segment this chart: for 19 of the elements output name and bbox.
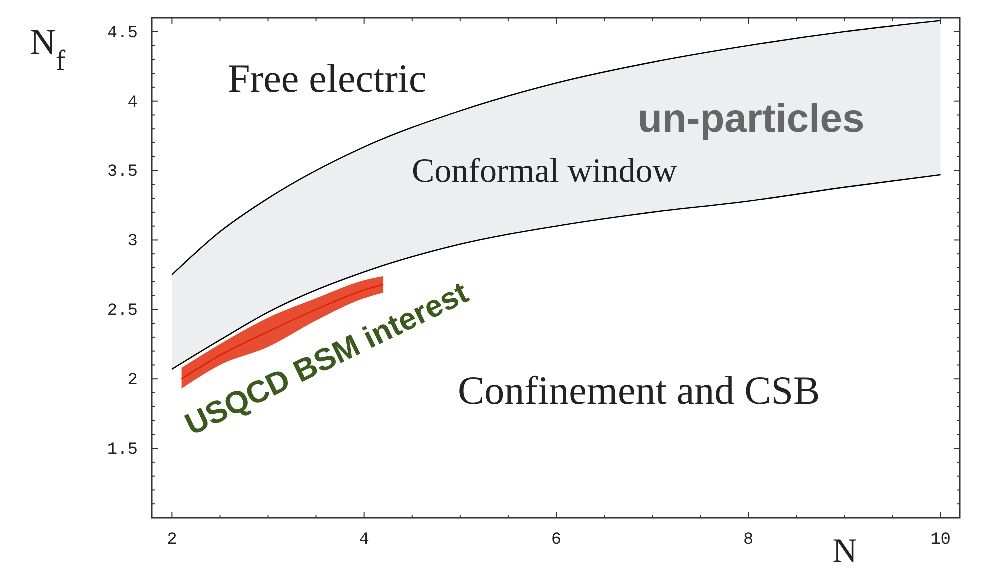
y-tick-label: 4.5 bbox=[107, 24, 138, 44]
y-axis-title: N$_{f}$ bbox=[30, 22, 66, 77]
line-series bbox=[172, 20, 942, 276]
y-tick-label: 3.5 bbox=[107, 163, 138, 182]
y-tick-label: 4 bbox=[128, 94, 138, 113]
x-tick-label: 10 bbox=[930, 531, 951, 550]
x-axis-title: N bbox=[832, 533, 858, 570]
x-tick-label: 2 bbox=[167, 531, 178, 550]
annotation: Conformal window bbox=[412, 153, 678, 190]
y-tick-label: 1.5 bbox=[107, 440, 138, 460]
x-tick-label: 4 bbox=[359, 531, 370, 550]
y-tick-label: 3 bbox=[128, 232, 138, 252]
y-tick-label: 2 bbox=[128, 372, 138, 391]
x-tick-label: 8 bbox=[744, 531, 754, 550]
annotation: Free electric bbox=[228, 56, 427, 101]
x-tick-label: 6 bbox=[551, 531, 562, 550]
y-tick-label: 2.5 bbox=[107, 302, 138, 322]
annotation: un-particles bbox=[638, 97, 865, 141]
annotation: Confinement and CSB bbox=[458, 368, 820, 413]
